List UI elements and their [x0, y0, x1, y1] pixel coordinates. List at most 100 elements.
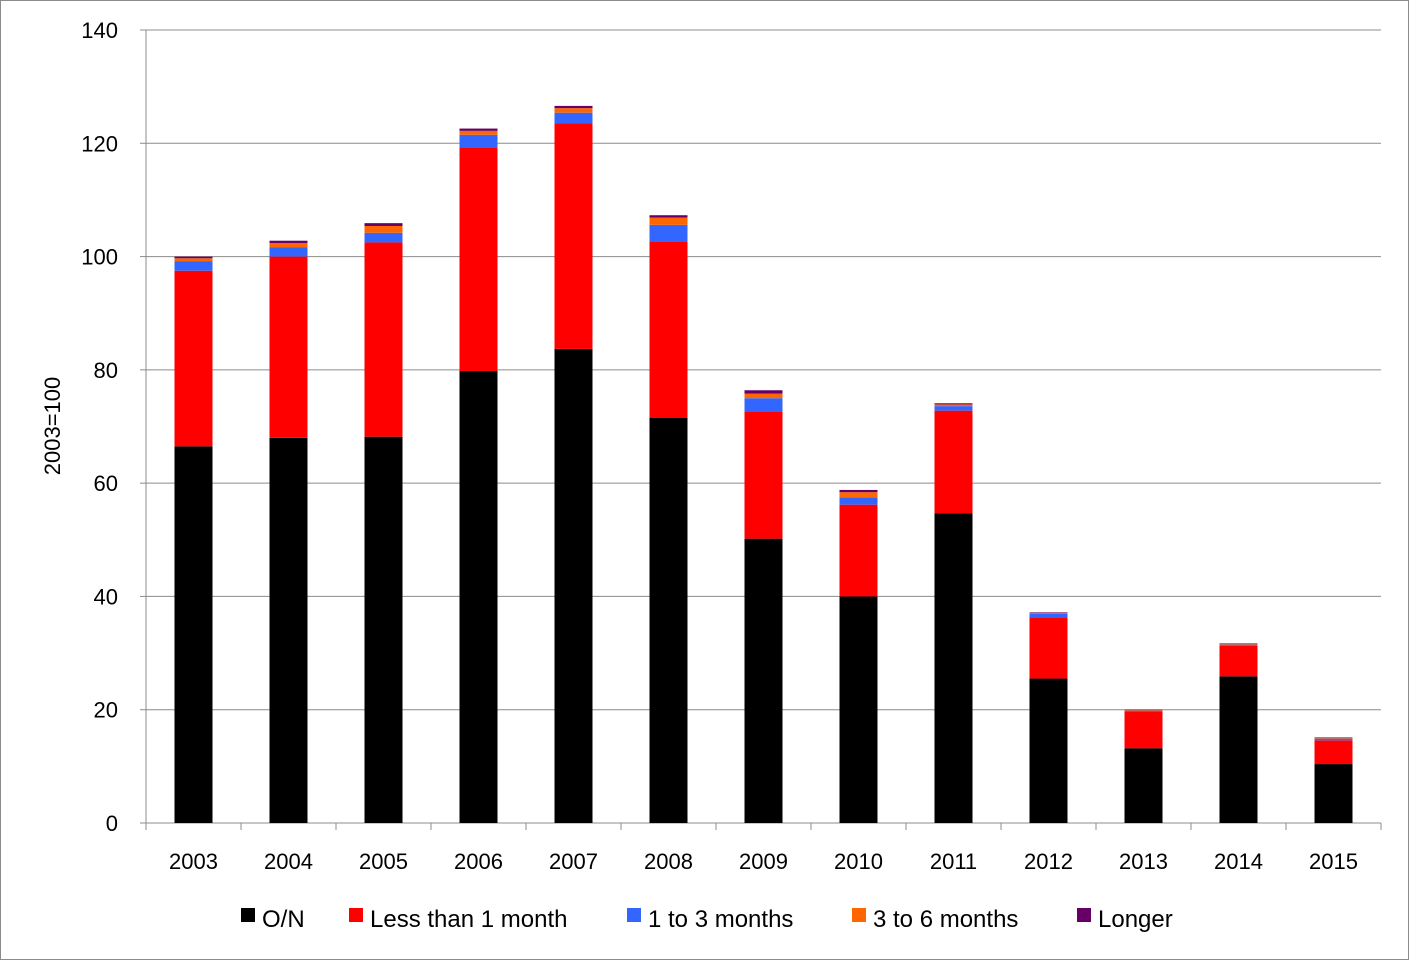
bar-segment-less-than-1-month — [649, 241, 688, 419]
bar-segment-1-to-3-months — [1029, 613, 1068, 618]
gridlines — [146, 29, 1381, 711]
bar-segment-longer — [269, 240, 308, 243]
bar-segment-o-n — [364, 436, 403, 823]
bar-segment-1-to-3-months — [1219, 644, 1258, 646]
y-tick-label: 0 — [106, 811, 118, 836]
bar-segment-longer — [934, 403, 973, 405]
bar-segment-3-to-6-months — [744, 393, 783, 399]
y-tick-label: 140 — [81, 18, 118, 43]
bar-segment-1-to-3-months — [1314, 738, 1353, 741]
bar-segment-less-than-1-month — [1124, 711, 1163, 749]
bar-segment-longer — [1124, 709, 1163, 711]
bar-segment-longer — [364, 223, 403, 226]
bar-segment-less-than-1-month — [1219, 645, 1258, 677]
bar-segment-o-n — [554, 348, 593, 823]
bar-segment-1-to-3-months — [1124, 710, 1163, 712]
bar-segment-1-to-3-months — [174, 261, 213, 271]
x-tick-label: 2014 — [1214, 849, 1263, 874]
bar-segment-3-to-6-months — [459, 130, 498, 135]
bar-segment-o-n — [1029, 678, 1068, 823]
legend: O/N Less than 1 month 1 to 3 months 3 to 6 … — [241, 906, 1173, 933]
bar-segment-3-to-6-months — [554, 108, 593, 113]
bar-segment-1-to-3-months — [269, 247, 308, 257]
x-tick-label: 2015 — [1309, 849, 1358, 874]
bar-segment-1-to-3-months — [839, 497, 878, 505]
bar-segment-longer — [1219, 643, 1258, 645]
y-tick-label: 100 — [81, 245, 118, 270]
bar-segment-o-n — [839, 596, 878, 823]
x-tick-label: 2009 — [739, 849, 788, 874]
bar-segment-1-to-3-months — [554, 112, 593, 124]
x-tick-label: 2007 — [549, 849, 598, 874]
x-tick-label: 2010 — [834, 849, 883, 874]
y-tick-label: 80 — [94, 358, 118, 383]
tick-labels: 0 20 40 60 80 100 120 140 2003 2004 2005 2006 2007 20… — [81, 18, 1358, 874]
bar-segment-3-to-6-months — [1314, 738, 1353, 739]
bar-segment-less-than-1-month — [1029, 617, 1068, 679]
bar-segment-longer — [1314, 737, 1353, 739]
bar-segment-1-to-3-months — [649, 224, 688, 242]
bar-segment-less-than-1-month — [839, 504, 878, 597]
bar-segment-3-to-6-months — [1029, 612, 1068, 614]
bar-segment-3-to-6-months — [1219, 644, 1258, 645]
y-tick-label: 40 — [94, 584, 118, 609]
bar-segment-longer — [649, 215, 688, 218]
y-tick-label: 120 — [81, 131, 118, 156]
bar-segment-less-than-1-month — [269, 256, 308, 438]
bar-segment-o-n — [649, 418, 688, 823]
bar-segment-less-than-1-month — [364, 242, 403, 437]
bar-segment-o-n — [1314, 764, 1353, 823]
bar-segment-3-to-6-months — [839, 492, 878, 498]
legend-swatch — [627, 908, 641, 922]
x-tick-label: 2003 — [169, 849, 218, 874]
bar-segment-o-n — [174, 446, 213, 823]
bar-segment-1-to-3-months — [934, 406, 973, 411]
legend-swatch — [349, 908, 363, 922]
legend-label: O/N — [262, 906, 305, 933]
bar-segment-longer — [744, 390, 783, 394]
bar-segment-less-than-1-month — [554, 123, 593, 349]
legend-label: Less than 1 month — [370, 906, 567, 933]
x-tick-label: 2006 — [454, 849, 503, 874]
bar-segment-less-than-1-month — [1314, 740, 1353, 765]
x-tick-label: 2012 — [1024, 849, 1073, 874]
bar-segment-o-n — [1219, 676, 1258, 823]
bar-segment-less-than-1-month — [174, 270, 213, 447]
bar-segment-3-to-6-months — [1124, 710, 1163, 711]
bar-segment-o-n — [459, 370, 498, 823]
bar-segment-longer — [839, 489, 878, 493]
bar-segment-3-to-6-months — [934, 404, 973, 407]
legend-label: 1 to 3 months — [648, 906, 793, 933]
x-tick-label: 2005 — [359, 849, 408, 874]
legend-label: 3 to 6 months — [873, 906, 1018, 933]
legend-label: Longer — [1098, 906, 1173, 933]
legend-swatch — [1077, 908, 1091, 922]
bar-segment-o-n — [934, 513, 973, 823]
y-tick-label: 60 — [94, 471, 118, 496]
bar-segment-o-n — [744, 538, 783, 823]
bar-segment-longer — [174, 256, 213, 259]
bar-segment-1-to-3-months — [744, 398, 783, 412]
y-tick-label: 20 — [94, 698, 118, 723]
legend-swatch — [852, 908, 866, 922]
bar-segment-3-to-6-months — [174, 258, 213, 262]
bar-segment-3-to-6-months — [649, 217, 688, 225]
legend-swatch — [241, 908, 255, 922]
x-tick-label: 2008 — [644, 849, 693, 874]
bar-segment-longer — [459, 128, 498, 131]
x-tick-label: 2011 — [930, 849, 977, 874]
x-tick-label: 2013 — [1119, 849, 1168, 874]
bar-segment-3-to-6-months — [269, 242, 308, 248]
bar-segment-less-than-1-month — [934, 410, 973, 514]
bar-segment-1-to-3-months — [459, 134, 498, 148]
bar-segment-longer — [554, 105, 593, 109]
bar-segment-less-than-1-month — [744, 411, 783, 539]
y-axis-title: 2003=100 — [40, 377, 65, 476]
bars — [174, 105, 1353, 823]
bar-segment-3-to-6-months — [364, 225, 403, 233]
bar-segment-less-than-1-month — [459, 147, 498, 371]
bar-segment-longer — [1029, 612, 1068, 613]
x-tick-label: 2004 — [264, 849, 313, 874]
